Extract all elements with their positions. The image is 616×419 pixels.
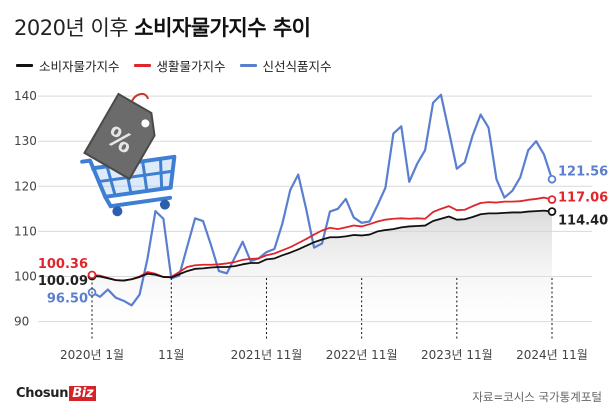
chart-title-bold: 소비자물가지수 추이 xyxy=(134,16,311,40)
y-tick-label: 140 xyxy=(14,89,37,103)
y-tick-label: 110 xyxy=(14,224,37,238)
y-tick-label: 90 xyxy=(14,315,29,329)
legend-item-fresh: 신선식품지수 xyxy=(239,56,332,75)
source-note: 자료=코시스 국가통계포털 xyxy=(472,390,602,404)
x-tick-label: 2023년 11월 xyxy=(421,348,493,362)
legend-swatch-living xyxy=(133,64,151,67)
series-lines xyxy=(90,93,554,307)
brand-main: Chosun xyxy=(16,386,69,401)
value-labels: 100.09 114.40 100.36 117.06 96.50 121.56 xyxy=(38,164,608,306)
start-value-label: 100.36 xyxy=(38,257,88,272)
fresh-food-line xyxy=(90,93,554,307)
legend-label-cpi: 소비자물가지수 xyxy=(39,59,120,74)
cpi-line xyxy=(91,209,553,282)
cpi-area xyxy=(92,210,552,340)
legend-swatch-cpi xyxy=(16,64,33,67)
series-endpoint-marker xyxy=(547,207,557,216)
legend-item-cpi: 소비자물가지수 xyxy=(16,56,120,75)
series-endpoint-marker xyxy=(87,270,97,280)
y-tick-label: 130 xyxy=(14,134,37,148)
start-value-label: 100.09 xyxy=(38,274,88,289)
legend-label-living: 생활물가지수 xyxy=(156,59,226,74)
x-tick-label: 11월 xyxy=(158,348,184,362)
x-tick-label: 2021년 11월 xyxy=(231,348,303,362)
legend: 소비자물가지수 생활물가지수 신선식품지수 xyxy=(16,56,332,75)
y-tick-label: 100 xyxy=(14,270,37,284)
end-value-label: 121.56 xyxy=(558,164,608,179)
shopping-cart-with-percent-tag-icon: % xyxy=(80,92,177,217)
legend-item-living: 생활물가지수 xyxy=(133,56,226,75)
cpi-area-fill xyxy=(92,210,552,340)
x-tick-label: 2020년 1월 xyxy=(60,348,124,362)
end-value-label: 117.06 xyxy=(558,191,608,206)
series-endpoint-marker xyxy=(547,174,557,184)
brand-accent: Biz xyxy=(69,386,97,401)
start-value-label: 96.50 xyxy=(47,291,88,306)
brand-logo: Chosun Biz xyxy=(16,386,97,401)
chart-title: 2020년 이후 소비자물가지수 추이 xyxy=(14,12,311,42)
y-tick-label: 120 xyxy=(14,179,37,193)
x-tick-label: 2024년 11월 xyxy=(516,348,588,362)
x-tick-label: 2022년 11월 xyxy=(326,348,398,362)
chart-title-light: 2020년 이후 xyxy=(14,16,129,40)
x-axis: 2020년 1월 11월 2021년 11월 2022년 11월 2023년 11월 20… xyxy=(60,278,588,362)
legend-swatch-fresh xyxy=(239,64,257,67)
series-endpoint-marker xyxy=(547,195,557,204)
end-value-label: 114.40 xyxy=(558,214,608,229)
legend-label-fresh: 신선식품지수 xyxy=(262,59,332,74)
